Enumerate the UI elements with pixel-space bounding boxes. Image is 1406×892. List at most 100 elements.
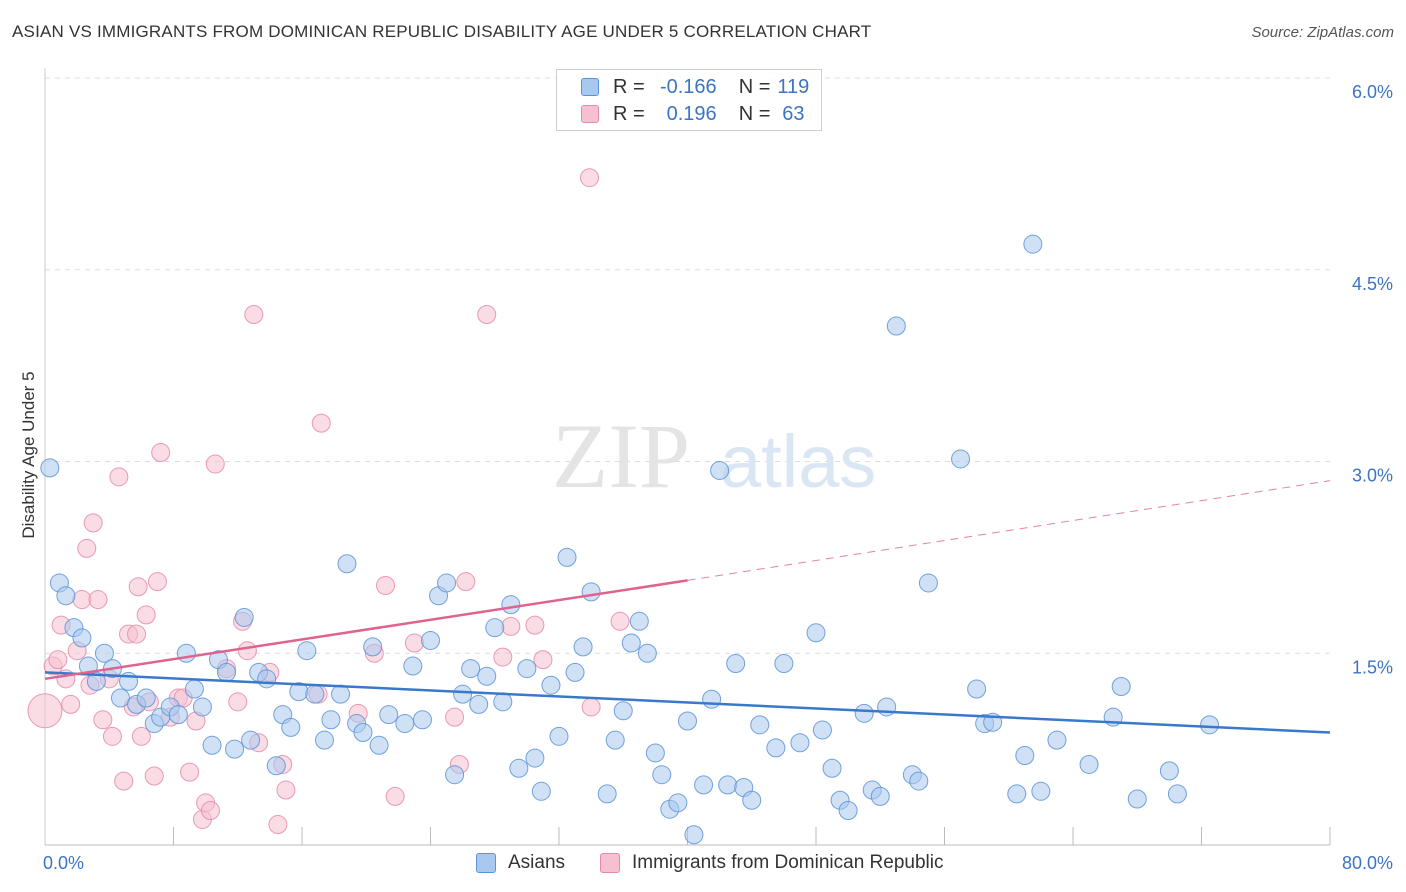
data-point	[1023, 234, 1043, 254]
data-point	[128, 577, 148, 597]
data-point	[136, 605, 156, 625]
data-point	[61, 694, 81, 714]
asian-swatch	[581, 78, 599, 96]
data-point	[369, 735, 389, 755]
data-point	[766, 738, 786, 758]
data-point	[27, 693, 63, 729]
data-point	[83, 513, 103, 533]
legend-r-value: -0.166	[659, 75, 717, 98]
data-point	[485, 618, 505, 638]
data-point	[110, 688, 130, 708]
data-point	[311, 413, 331, 433]
data-point	[525, 615, 545, 635]
data-point	[645, 743, 665, 763]
stats-legend: R = -0.166 N = 119 R = 0.196 N = 63	[556, 69, 822, 131]
y-tick-label: 1.5%	[1352, 657, 1393, 677]
data-point	[918, 573, 938, 593]
data-point	[509, 758, 529, 778]
data-point	[228, 692, 248, 712]
dominican-swatch	[600, 853, 620, 873]
data-point	[493, 647, 513, 667]
data-point	[750, 715, 770, 735]
data-point	[225, 739, 245, 759]
grid-lines	[45, 77, 1330, 654]
data-point	[581, 697, 601, 717]
data-point	[501, 616, 521, 636]
data-point	[72, 590, 92, 610]
dominican-swatch	[581, 105, 599, 123]
data-point	[613, 701, 633, 721]
data-point	[40, 458, 60, 478]
data-point	[176, 643, 196, 663]
data-point	[1015, 746, 1035, 766]
data-point	[710, 460, 730, 480]
data-point	[56, 586, 76, 606]
data-point	[88, 590, 108, 610]
data-point	[1079, 754, 1099, 774]
data-point	[621, 633, 641, 653]
data-point	[637, 643, 657, 663]
data-point	[605, 730, 625, 750]
data-point	[886, 316, 906, 336]
data-point	[72, 628, 92, 648]
data-point	[456, 572, 476, 592]
series-legend: Asians Immigrants from Dominican Republi…	[0, 852, 1406, 876]
legend-r-value: 0.196	[666, 102, 717, 125]
y-tick-label: 4.5%	[1352, 274, 1393, 294]
data-point	[217, 662, 237, 682]
data-point	[684, 825, 704, 845]
legend-item-dominican: Immigrants from Dominican Republic	[600, 852, 944, 874]
data-point	[531, 781, 551, 801]
data-point	[517, 659, 537, 679]
data-point	[48, 650, 68, 670]
data-point	[241, 730, 261, 750]
data-point	[385, 786, 405, 806]
data-point	[1031, 781, 1051, 801]
data-point	[268, 815, 288, 835]
data-point	[812, 720, 832, 740]
watermark-zip: ZIP	[552, 405, 690, 507]
data-point	[1111, 676, 1131, 696]
data-point	[445, 765, 465, 785]
data-point	[244, 304, 264, 324]
data-point	[967, 679, 987, 699]
asian-trend-line	[44, 671, 1331, 734]
data-point	[694, 775, 714, 795]
data-point	[854, 703, 874, 723]
watermark-atlas: atlas	[720, 420, 876, 503]
data-point	[477, 666, 497, 686]
data-point	[580, 168, 600, 188]
data-point	[297, 641, 317, 661]
data-point	[870, 786, 890, 806]
data-point	[144, 766, 164, 786]
data-point	[525, 748, 545, 768]
legend-row-asians: R = -0.166 N = 119	[581, 75, 816, 99]
data-point	[314, 730, 334, 750]
data-point	[281, 717, 301, 737]
data-point	[205, 454, 225, 474]
data-point	[533, 650, 553, 670]
data-point	[597, 784, 617, 804]
data-point	[838, 800, 858, 820]
data-point	[184, 679, 204, 699]
data-point	[102, 726, 122, 746]
data-point	[573, 637, 593, 657]
data-point	[109, 467, 129, 487]
data-point	[668, 793, 688, 813]
x-tick-label: 80.0%	[1342, 853, 1393, 873]
data-point	[131, 726, 151, 746]
data-point	[147, 572, 167, 592]
data-point	[180, 762, 200, 782]
data-point	[951, 449, 971, 469]
data-point	[501, 595, 521, 615]
x-tick-labels: 0.0% 80.0%	[43, 853, 1393, 873]
data-point	[305, 684, 325, 704]
data-point	[237, 641, 257, 661]
data-point	[774, 653, 794, 673]
data-point	[1047, 730, 1067, 750]
legend-r-label: R =	[613, 102, 645, 125]
data-point	[376, 575, 396, 595]
asian-swatch	[476, 853, 496, 873]
data-point	[445, 707, 465, 727]
